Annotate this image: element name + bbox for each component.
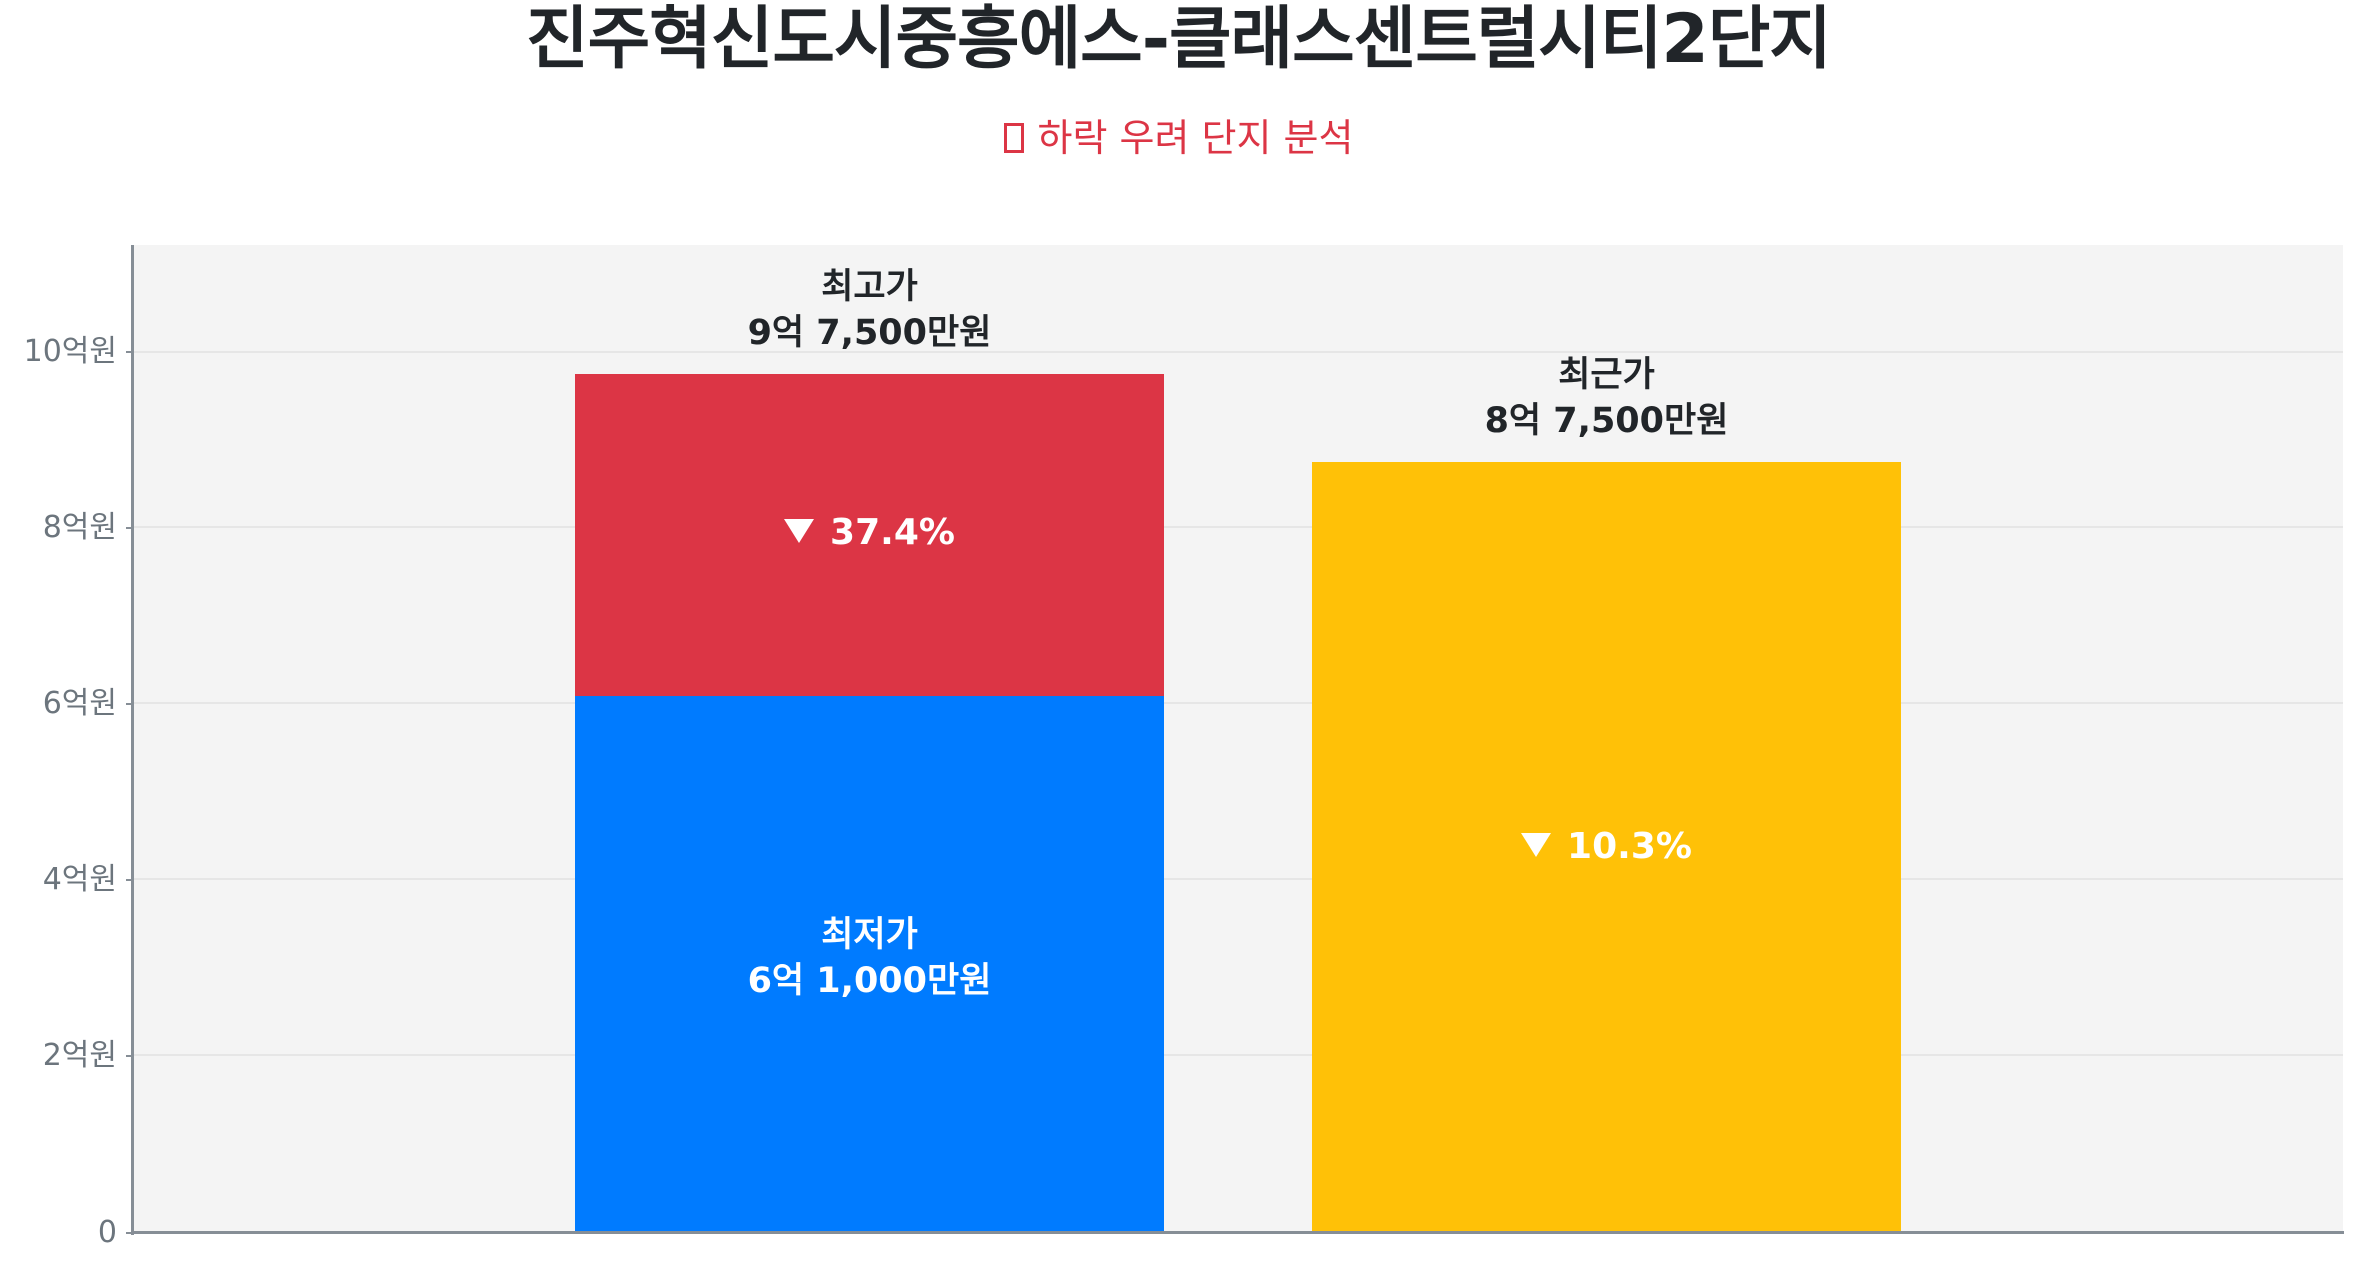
down-triangle-icon xyxy=(1521,833,1552,857)
recent-price-label: 최근가 8억 7,500만원 xyxy=(1312,352,1901,444)
gridline-8 xyxy=(133,526,2343,528)
max-price-label: 최고가 9억 7,500만원 xyxy=(575,264,1164,356)
y-label-8: 8억원 xyxy=(42,510,117,545)
gridline-6 xyxy=(133,702,2343,704)
min-price-segment xyxy=(575,696,1164,1233)
chart-title: 진주혁신도시중흥에스-클래스센트럴시티2단지 xyxy=(526,0,1832,79)
y-tick-6 xyxy=(126,703,133,705)
x-axis-line xyxy=(131,1231,2344,1234)
y-tick-10 xyxy=(126,351,133,353)
y-axis-line xyxy=(131,245,134,1235)
recent-drop-value: 10.3% xyxy=(1567,826,1692,867)
min-price-label: 최저가 6억 1,000만원 xyxy=(575,912,1164,1004)
max-price-value: 9억 7,500만원 xyxy=(747,313,992,353)
y-label-6: 6억원 xyxy=(42,686,117,721)
min-price-value: 6억 1,000만원 xyxy=(747,961,992,1001)
y-label-2: 2억원 xyxy=(42,1038,117,1073)
max-drop-label: 37.4% xyxy=(575,511,1164,555)
gridline-10 xyxy=(133,351,2343,353)
recent-drop-label: 10.3% xyxy=(1312,825,1901,869)
subtitle-text: 하락 우려 단지 분석 xyxy=(1037,116,1354,160)
down-triangle-icon xyxy=(784,519,815,543)
max-drop-value: 37.4% xyxy=(830,512,955,553)
warning-box-icon xyxy=(1003,123,1024,153)
y-label-4: 4억원 xyxy=(42,862,117,897)
max-price-title: 최고가 xyxy=(821,267,918,307)
plot-area xyxy=(133,245,2343,1233)
recent-price-bar xyxy=(1312,462,1901,1233)
y-tick-2 xyxy=(126,1055,133,1057)
gridline-4 xyxy=(133,878,2343,880)
y-label-0: 0 xyxy=(97,1215,117,1250)
recent-price-title: 최근가 xyxy=(1558,355,1655,395)
y-tick-4 xyxy=(126,879,133,881)
gridline-2 xyxy=(133,1054,2343,1056)
chart-subtitle: 하락 우려 단지 분석 xyxy=(0,108,2357,168)
recent-price-value: 8억 7,500만원 xyxy=(1484,401,1729,441)
y-label-10: 10억원 xyxy=(23,334,117,369)
y-tick-8 xyxy=(126,527,133,529)
min-price-title: 최저가 xyxy=(821,915,918,955)
max-price-segment xyxy=(575,374,1164,696)
y-tick-0 xyxy=(126,1232,133,1234)
